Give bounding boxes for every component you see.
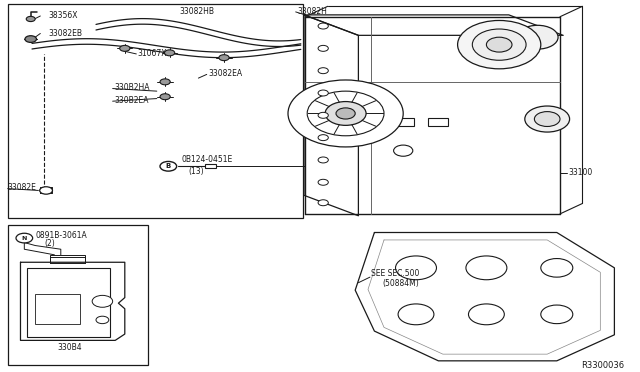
Text: R3300036: R3300036 [581, 361, 624, 370]
Circle shape [458, 20, 541, 69]
Circle shape [318, 45, 328, 51]
Circle shape [468, 304, 504, 325]
Text: 330B2HA: 330B2HA [114, 83, 149, 92]
Text: 0891B-3061A: 0891B-3061A [35, 231, 87, 240]
Circle shape [16, 233, 33, 243]
Circle shape [26, 16, 35, 22]
Circle shape [517, 25, 558, 49]
Circle shape [318, 200, 328, 206]
Circle shape [398, 304, 434, 325]
Circle shape [318, 179, 328, 185]
Circle shape [120, 45, 130, 51]
Text: 33082E: 33082E [8, 183, 36, 192]
Text: 38356X: 38356X [48, 12, 77, 20]
Circle shape [394, 145, 413, 156]
Bar [27, 268, 110, 337]
Circle shape [92, 295, 113, 307]
Circle shape [318, 112, 328, 118]
Bar [35, 294, 80, 324]
Text: SEE SEC.500: SEE SEC.500 [371, 269, 420, 278]
Circle shape [534, 112, 560, 126]
Circle shape [25, 36, 36, 42]
Text: B: B [166, 163, 171, 169]
Circle shape [325, 102, 366, 125]
Text: (13): (13) [189, 167, 204, 176]
Circle shape [466, 256, 507, 280]
Circle shape [288, 80, 403, 147]
Circle shape [486, 37, 512, 52]
Circle shape [160, 161, 177, 171]
Text: 33082EA: 33082EA [208, 69, 242, 78]
Text: 330B2EA: 330B2EA [114, 96, 148, 105]
Circle shape [160, 79, 170, 85]
Text: 33082EB: 33082EB [48, 29, 82, 38]
Bar [205, 164, 216, 168]
Text: N: N [22, 235, 27, 241]
Text: 33082H: 33082H [298, 7, 328, 16]
Bar [428, 118, 448, 126]
Text: 330B4: 330B4 [58, 343, 82, 352]
Text: (50884M): (50884M) [383, 279, 419, 288]
Circle shape [336, 108, 355, 119]
Bar [394, 118, 414, 126]
Bar [8, 225, 148, 365]
Bar [8, 4, 303, 218]
Circle shape [160, 94, 170, 100]
Text: (2): (2) [45, 239, 56, 248]
Text: 33082HB: 33082HB [179, 7, 214, 16]
Circle shape [318, 68, 328, 74]
Circle shape [525, 106, 570, 132]
Circle shape [40, 187, 52, 194]
Circle shape [318, 23, 328, 29]
Circle shape [318, 135, 328, 141]
Text: 0B124-0451E: 0B124-0451E [181, 155, 232, 164]
Circle shape [472, 29, 526, 60]
Circle shape [541, 259, 573, 277]
Circle shape [541, 305, 573, 324]
Circle shape [318, 90, 328, 96]
Text: 31067X: 31067X [138, 49, 167, 58]
Bar [50, 255, 85, 263]
Circle shape [307, 91, 384, 136]
Circle shape [318, 157, 328, 163]
Circle shape [396, 256, 436, 280]
Circle shape [96, 316, 109, 324]
Circle shape [164, 50, 175, 56]
Circle shape [219, 55, 229, 61]
Text: 33100: 33100 [568, 169, 593, 177]
